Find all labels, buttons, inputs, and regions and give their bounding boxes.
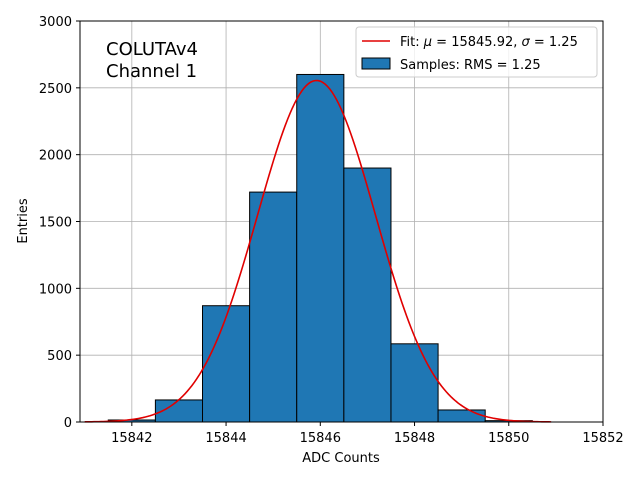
legend-fit-label: Fit: μ = 15845.92, σ = 1.25 [400, 35, 578, 50]
histogram-bar [202, 305, 251, 423]
histogram-bar [437, 409, 486, 423]
annotation-line-1: COLUTAv4 [106, 39, 198, 60]
x-tick-label: 15850 [488, 431, 529, 446]
histogram-bar [296, 73, 345, 423]
legend-samples-label: Samples: RMS = 1.25 [400, 58, 541, 73]
y-tick-label: 1000 [39, 282, 72, 297]
histogram-bar [343, 167, 392, 423]
x-axis-label: ADC Counts [302, 451, 380, 466]
legend: Fit: μ = 15845.92, σ = 1.25 Samples: RMS… [355, 26, 598, 78]
x-tick-label: 15852 [582, 431, 623, 446]
annotation-line-2: Channel 1 [106, 61, 197, 82]
legend-fit-mu-value: = 15845.92, [432, 35, 521, 50]
y-tick-label: 3000 [39, 15, 72, 30]
x-tick-label: 15848 [394, 431, 435, 446]
histogram-bars [107, 73, 533, 423]
histogram-bar [390, 343, 439, 423]
legend-samples-swatch [361, 57, 391, 70]
gaussian-fit-line [84, 79, 552, 423]
y-tick-label: 2500 [39, 82, 72, 97]
y-tick-label: 2000 [39, 149, 72, 164]
x-tick-label: 15844 [205, 431, 246, 446]
legend-box [355, 26, 598, 78]
y-tick-label: 1500 [39, 216, 72, 231]
legend-fit-mu-symbol: μ [423, 35, 432, 50]
x-tick-label: 15846 [300, 431, 341, 446]
legend-fit-sigma-symbol: σ [522, 35, 531, 50]
legend-fit-prefix: Fit: [400, 35, 424, 50]
legend-fit-sigma-value: = 1.25 [530, 35, 578, 50]
histogram-bar [249, 191, 298, 423]
x-tick-label: 15842 [111, 431, 152, 446]
x-axis-ticks: 15842 15844 15846 15848 15850 15852 [111, 422, 624, 446]
y-axis-label: Entries [16, 198, 31, 244]
y-tick-label: 500 [47, 349, 72, 364]
y-axis-ticks: 0 500 1000 1500 2000 2500 3000 [39, 15, 80, 431]
y-tick-label: 0 [64, 416, 72, 431]
